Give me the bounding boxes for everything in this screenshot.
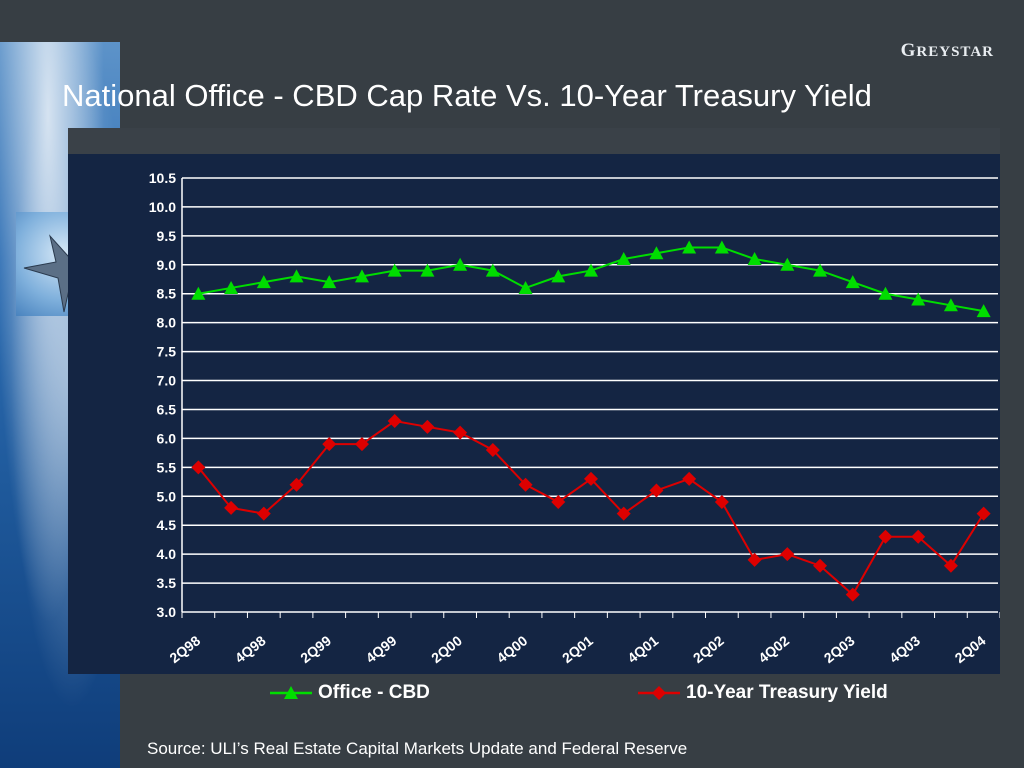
chart-legend: Office - CBD 10-Year Treasury Yield [68,676,1000,712]
x-tick-label: 2Q02 [690,632,727,666]
data-point-office [976,304,991,318]
data-point-office [911,292,926,306]
chart-header-bar [68,128,1000,154]
data-point-office [616,252,631,266]
data-point-office [813,263,828,277]
legend-label-office: Office - CBD [318,682,430,703]
data-point-office [845,275,860,289]
x-tick-label: 2Q00 [428,632,465,666]
x-tick-label: 2Q99 [297,632,334,666]
data-point-treasury [354,437,369,452]
legend-treasury-diamond-icon [638,686,680,700]
data-point-treasury [387,414,402,429]
greystar-logo: GREYSTAR [901,40,994,62]
data-point-treasury [453,425,468,440]
series-line-office [198,246,984,313]
data-point-office [584,263,598,277]
data-point-treasury [911,529,926,544]
data-point-treasury [682,471,697,486]
data-point-treasury [256,506,271,521]
y-tick-label: 7.0 [157,373,177,389]
y-tick-label: 10.0 [149,199,176,215]
data-point-treasury [420,419,435,434]
x-tick-label: 4Q00 [494,632,531,666]
data-point-treasury [943,558,958,573]
data-point-office [649,246,664,260]
y-tick-label: 8.5 [157,286,177,302]
data-point-treasury [289,477,304,492]
data-point-office [191,286,206,300]
y-tick-label: 9.5 [157,228,177,244]
data-point-office [551,269,566,283]
data-point-treasury [813,558,828,573]
x-tick-label: 2Q98 [166,632,203,666]
x-tick-label: 4Q98 [232,632,269,666]
series-line-treasury [197,419,985,597]
data-point-office [256,275,271,289]
y-tick-label: 9.0 [157,257,177,273]
data-point-treasury [322,437,337,452]
data-point-treasury [518,477,533,492]
line-chart: 3.0 3.5 4.0 4.5 5.0 5.5 6.0 6.5 7.0 7.5 8.0 8.5 9.0 9… [149,170,1000,666]
y-tick-label: 6.0 [157,430,177,446]
y-tick-label: 3.0 [157,604,177,620]
data-point-office [682,240,697,254]
x-tick-label: 4Q02 [755,632,792,666]
data-point-office [387,263,402,277]
data-point-office [289,269,304,283]
data-point-office [518,280,533,294]
data-point-treasury [224,500,239,515]
data-point-office [714,240,729,254]
chart-panel: 3.0 3.5 4.0 4.5 5.0 5.5 6.0 6.5 7.0 7.5 8.0 8.5 9.0 9… [68,128,1000,674]
data-point-office [354,269,369,283]
legend-label-treasury: 10-Year Treasury Yield [686,682,888,703]
page-title: National Office - CBD Cap Rate Vs. 10-Ye… [62,78,872,113]
y-tick-label: 4.0 [157,546,177,562]
data-point-office [322,275,337,289]
data-point-treasury [584,471,598,486]
x-tick-label: 2Q03 [821,632,858,666]
data-point-office [747,252,762,266]
data-point-treasury [845,587,860,602]
legend-item-office: Office - CBD [270,682,430,704]
data-point-office [420,263,435,277]
y-tick-label: 5.5 [157,459,177,475]
brand-initial: G [900,40,917,61]
data-point-office [943,298,958,312]
legend-office-triangle-icon [270,686,312,699]
data-point-treasury [878,529,893,544]
data-point-treasury [747,552,762,567]
x-tick-label: 4Q03 [886,632,923,666]
x-tick-label: 4Q01 [624,632,661,666]
legend-item-treasury: 10-Year Treasury Yield [638,682,888,704]
y-tick-label: 7.5 [157,344,177,360]
x-tick-label: 2Q01 [559,632,596,666]
y-tick-label: 4.5 [157,517,177,533]
y-tick-label: 5.0 [157,488,177,504]
data-point-treasury [485,442,500,457]
x-tick-label: 2Q04 [952,632,989,666]
data-point-office [485,263,500,277]
data-point-treasury [714,495,729,510]
y-tick-label: 10.5 [149,170,176,186]
data-point-treasury [191,460,206,475]
data-point-office [780,257,795,271]
data-point-treasury [616,506,631,521]
data-point-office [453,257,468,271]
y-tick-label: 6.5 [157,401,177,417]
data-point-treasury [780,547,795,562]
data-point-office [224,280,239,294]
y-tick-label: 8.0 [157,315,177,331]
data-point-treasury [976,506,991,521]
x-tick-label: 4Q99 [363,632,400,666]
brand-rest: REYSTAR [916,44,994,60]
data-point-treasury [551,495,566,510]
y-tick-label: 3.5 [157,575,177,591]
data-point-office [878,286,893,300]
data-point-treasury [649,483,664,498]
source-note: Source: ULI’s Real Estate Capital Market… [147,739,688,758]
